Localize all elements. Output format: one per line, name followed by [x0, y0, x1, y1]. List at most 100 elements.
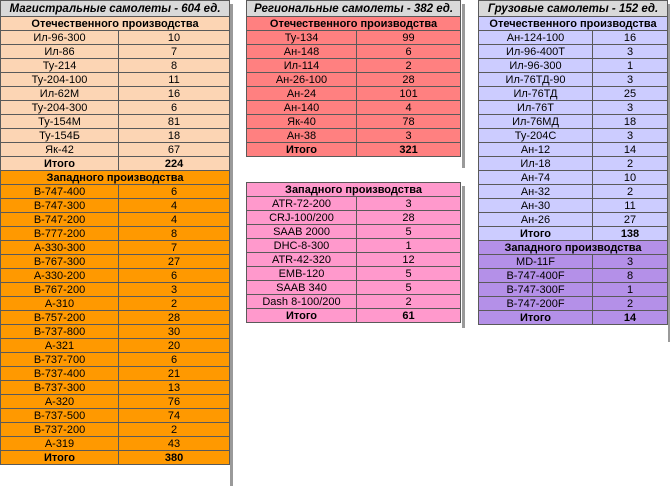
aircraft-model: Ил-96-300: [478, 58, 593, 73]
aircraft-count: 3: [592, 44, 668, 59]
aircraft-model: Ан-124-100: [478, 30, 593, 45]
aircraft-model: A-319: [0, 436, 119, 451]
aircraft-count: 101: [355, 86, 462, 101]
aircraft-count: 2: [592, 184, 668, 199]
aircraft-count: 8: [592, 268, 668, 283]
section-header-row: Отечественного производства: [478, 16, 668, 31]
trunk-aircraft-table: Магистральные самолеты - 604 ед. Отечеств…: [0, 0, 231, 465]
total-row: Итого 14: [478, 310, 668, 325]
total-row: Итого 61: [246, 308, 462, 323]
table-row: B-737-200 2: [0, 422, 231, 437]
table-row: B-737-700 6: [0, 352, 231, 367]
table-row: B-737-300 13: [0, 380, 231, 395]
table-row: Ил-62М 16: [0, 86, 231, 101]
table-row: B-747-300F 1: [478, 282, 668, 297]
aircraft-count: 81: [117, 114, 231, 129]
aircraft-model: Ан-32: [478, 184, 593, 199]
aircraft-model: B-737-700: [0, 352, 119, 367]
aircraft-model: Ил-76ТД: [478, 86, 593, 101]
table-row: Dash 8-100/200 2: [246, 294, 462, 309]
aircraft-count: 1: [355, 238, 462, 253]
table-row: B-767-200 3: [0, 282, 231, 297]
table-row: B-767-300 27: [0, 254, 231, 269]
aircraft-count: 4: [355, 100, 462, 115]
total-value: 61: [355, 308, 462, 323]
aircraft-count: 76: [117, 394, 231, 409]
aircraft-model: DHC-8-300: [246, 238, 357, 253]
aircraft-count: 5: [355, 280, 462, 295]
table-row: A-310 2: [0, 296, 231, 311]
regional-top-shadow: [462, 4, 465, 168]
aircraft-model: B-767-200: [0, 282, 119, 297]
aircraft-count: 43: [117, 436, 231, 451]
aircraft-model: A-321: [0, 338, 119, 353]
aircraft-count: 16: [117, 86, 231, 101]
aircraft-count: 28: [355, 72, 462, 87]
table-row: Ан-12 14: [478, 142, 668, 157]
table-row: Ан-148 6: [246, 44, 462, 59]
aircraft-model: Ил-114: [246, 58, 357, 73]
western-section-header: Западного производства: [245, 182, 462, 197]
aircraft-count: 2: [355, 58, 462, 73]
aircraft-count: 3: [117, 282, 231, 297]
aircraft-count: 78: [355, 114, 462, 129]
total-value: 138: [592, 226, 668, 241]
total-label: Итого: [478, 310, 593, 325]
aircraft-model: B-747-300: [0, 198, 119, 213]
aircraft-model: Ту-214: [0, 58, 119, 73]
table-row: A-320 76: [0, 394, 231, 409]
aircraft-count: 4: [117, 212, 231, 227]
total-label: Итого: [246, 308, 357, 323]
aircraft-count: 10: [117, 30, 231, 45]
table-row: Ту-154М 81: [0, 114, 231, 129]
table-row: A-321 20: [0, 338, 231, 353]
aircraft-count: 1: [592, 58, 668, 73]
aircraft-count: 3: [592, 72, 668, 87]
total-label: Итого: [0, 156, 119, 171]
aircraft-model: Ил-86: [0, 44, 119, 59]
aircraft-model: Ан-26: [478, 212, 593, 227]
section-header-row: Западного производства: [245, 182, 462, 197]
aircraft-count: 27: [592, 212, 668, 227]
cargo-aircraft-table: Грузовые самолеты - 152 ед. Отечественног…: [478, 0, 668, 325]
table-row: Як-40 78: [246, 114, 462, 129]
total-label: Итого: [246, 142, 357, 157]
aircraft-count: 18: [117, 128, 231, 143]
aircraft-model: Ил-76ТД-90: [478, 72, 593, 87]
aircraft-model: Ту-204С: [478, 128, 593, 143]
table-title-row: Региональные самолеты - 382 ед.: [245, 0, 462, 17]
table-row: B-737-400 21: [0, 366, 231, 381]
table-row: Ил-96-400Т 3: [478, 44, 668, 59]
total-row: Итого 224: [0, 156, 231, 171]
aircraft-model: A-330-200: [0, 268, 119, 283]
aircraft-count: 10: [592, 170, 668, 185]
total-label: Итого: [0, 450, 119, 465]
western-section-header: Западного производства: [478, 240, 668, 255]
table-title: Грузовые самолеты - 152 ед.: [478, 0, 668, 17]
table-row: Ан-140 4: [246, 100, 462, 115]
aircraft-count: 16: [592, 30, 668, 45]
regional-domestic-table: Региональные самолеты - 382 ед. Отечестве…: [245, 0, 462, 157]
section-header-row: Западного производства: [478, 240, 668, 255]
aircraft-count: 2: [117, 422, 231, 437]
aircraft-model: B-737-400: [0, 366, 119, 381]
aircraft-model: B-737-800: [0, 324, 119, 339]
table-row: EMB-120 5: [246, 266, 462, 281]
section-header-row: Отечественного производства: [0, 16, 231, 31]
aircraft-count: 1: [592, 282, 668, 297]
aircraft-model: B-747-400: [0, 184, 119, 199]
aircraft-count: 21: [117, 366, 231, 381]
table-row: SAAB 340 5: [246, 280, 462, 295]
aircraft-model: B-747-200F: [478, 296, 593, 311]
table-row: CRJ-100/200 28: [246, 210, 462, 225]
aircraft-model: Ан-24: [246, 86, 357, 101]
aircraft-count: 5: [355, 224, 462, 239]
table-row: Ту-204С 3: [478, 128, 668, 143]
aircraft-model: ATR-42-320: [246, 252, 357, 267]
table-row: Ан-26 27: [478, 212, 668, 227]
aircraft-model: A-320: [0, 394, 119, 409]
aircraft-model: Dash 8-100/200: [246, 294, 357, 309]
aircraft-model: B-747-400F: [478, 268, 593, 283]
aircraft-model: Ил-96-300: [0, 30, 119, 45]
aircraft-model: B-777-200: [0, 226, 119, 241]
